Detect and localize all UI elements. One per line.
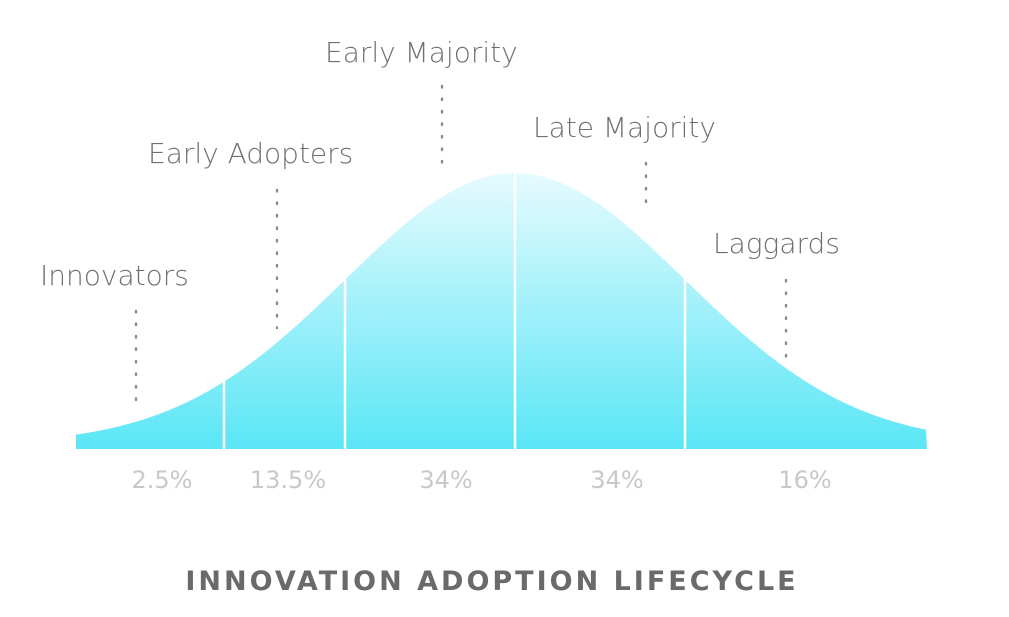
diagram-title: INNOVATION ADOPTION LIFECYCLE (185, 566, 798, 597)
segment-labels: Innovators Early Adopters Early Majority… (40, 36, 840, 292)
label-laggards: Laggards (713, 227, 840, 260)
bell-curve (76, 173, 927, 449)
percent-innovators: 2.5% (132, 466, 193, 494)
leader-lines (134, 84, 788, 408)
percent-laggards: 16% (778, 466, 831, 494)
percent-early-majority: 34% (419, 466, 472, 494)
percent-early-adopters: 13.5% (250, 466, 326, 494)
label-late-majority: Late Majority (533, 111, 716, 144)
label-early-majority: Early Majority (325, 36, 518, 69)
segment-dividers (222, 160, 687, 449)
percent-labels: 2.5% 13.5% 34% 34% 16% (132, 466, 832, 494)
label-early-adopters: Early Adopters (148, 137, 353, 170)
percent-late-majority: 34% (590, 466, 643, 494)
label-innovators: Innovators (40, 259, 189, 292)
